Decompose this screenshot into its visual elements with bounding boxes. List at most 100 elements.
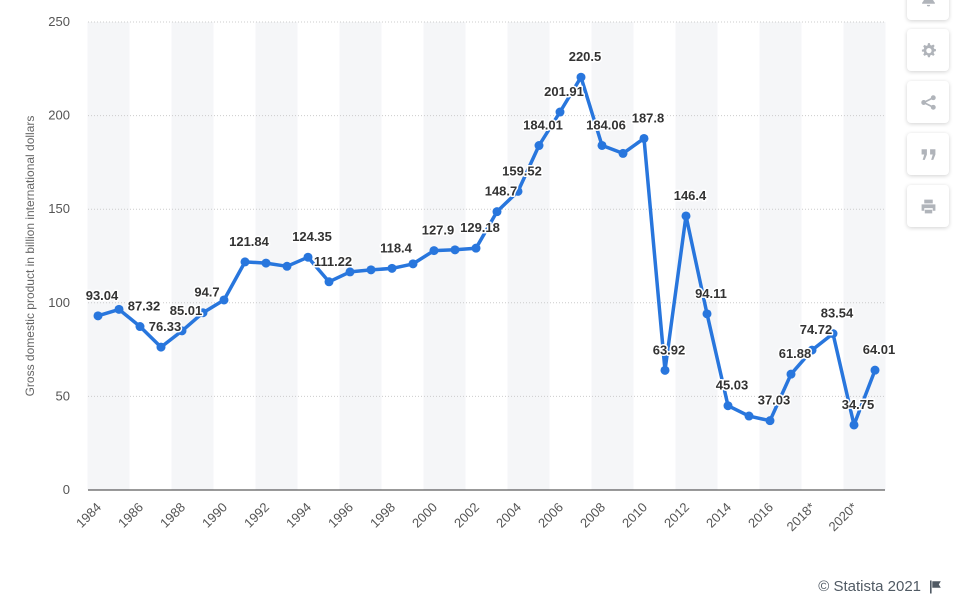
y-axis-ticks: 0 50 100 150 200 250 [48,14,70,497]
data-label: 87.32 [128,299,161,314]
data-label: 94.11 [695,286,727,301]
data-label: 159.52 [502,163,542,178]
data-points [93,72,880,430]
data-point [723,401,733,411]
data-label: 127.9 [422,223,455,238]
data-label: 85.01 [170,303,203,318]
column-band [171,22,214,490]
data-point [870,365,880,375]
data-label: 64.01 [863,342,896,357]
data-label: 74.72 [800,322,833,337]
notification-bell-button[interactable] [907,0,949,20]
data-point [177,326,187,336]
x-tick-label: 2020* [825,500,860,535]
data-label: 111.22 [314,254,352,269]
data-point [366,265,376,275]
print-button[interactable] [907,185,949,227]
data-point [408,259,418,269]
share-button[interactable] [907,81,949,123]
data-point [534,141,544,151]
y-tick-label: 200 [48,108,70,123]
data-point [303,252,313,262]
data-point [429,246,439,256]
x-tick-label: 2002 [451,500,482,531]
x-axis-ticks: 1984 1986 1988 1990 1992 1994 1996 1998 2000 2002… [73,500,860,535]
bell-icon [921,0,935,6]
data-label: 129.18 [460,220,500,235]
column-band [759,22,802,490]
data-point [345,267,355,277]
data-label: 148.7 [485,184,518,199]
data-label: 201.91 [544,84,584,99]
data-point [156,342,166,352]
data-point [282,261,292,271]
x-tick-label: 2012 [661,500,692,531]
y-tick-label: 150 [48,201,70,216]
data-label: 45.03 [716,378,749,393]
data-label: 93.04 [86,288,119,303]
statista-credit[interactable]: © Statista 2021 [818,578,943,595]
x-tick-label: 1990 [199,500,230,531]
data-point [765,416,775,426]
data-point [261,258,271,268]
data-point [660,365,670,375]
share-icon [920,94,936,110]
data-point [471,243,481,253]
y-tick-label: 250 [48,14,70,29]
x-tick-label: 1996 [325,500,356,531]
data-label: 83.54 [821,306,854,321]
data-label: 124.35 [292,229,332,244]
column-band [255,22,298,490]
data-label: 146.4 [674,188,707,203]
series-line [97,75,877,427]
x-tick-label: 1998 [367,500,398,531]
column-band [843,22,886,490]
settings-button[interactable] [907,29,949,71]
x-tick-label: 2016 [745,500,776,531]
y-axis-title: Gross domestic product in billion intern… [23,116,37,397]
cite-button[interactable] [907,133,949,175]
y-tick-label: 50 [56,388,70,403]
flag-icon [930,580,941,593]
x-tick-label: 2010 [619,500,650,531]
x-tick-label: 1992 [241,500,272,531]
data-point [786,369,796,379]
data-label: 61.88 [779,346,812,361]
data-label: 187.8 [632,110,665,125]
data-label: 118.4 [380,240,413,255]
column-band [423,22,466,490]
data-label: 220.5 [569,49,602,64]
data-point [219,295,229,305]
gear-icon [921,42,936,57]
credit-text: © Statista 2021 [818,578,921,595]
x-tick-label: 2004 [493,500,524,531]
column-band [507,22,550,490]
data-point [639,133,649,143]
data-point [555,107,565,117]
data-point [702,309,712,319]
x-tick-label: 1986 [115,500,146,531]
print-icon [921,199,935,213]
data-point [240,257,250,267]
x-tick-label: 1984 [73,500,104,531]
data-point [807,345,817,355]
data-label: 34.75 [842,397,875,412]
data-point [744,411,754,421]
data-label: 37.03 [758,393,791,408]
x-tick-label: 1994 [283,500,314,531]
column-bands [87,22,886,490]
data-point [324,277,334,287]
data-point [513,186,523,196]
quote-icon [921,148,935,160]
data-point [828,329,838,339]
column-band [339,22,382,490]
data-point [849,420,859,430]
data-point [450,245,460,255]
data-point [93,311,103,321]
y-tick-label: 100 [48,295,70,310]
y-tick-label: 0 [63,482,70,497]
data-label: 184.06 [586,117,626,132]
data-point [198,308,208,318]
